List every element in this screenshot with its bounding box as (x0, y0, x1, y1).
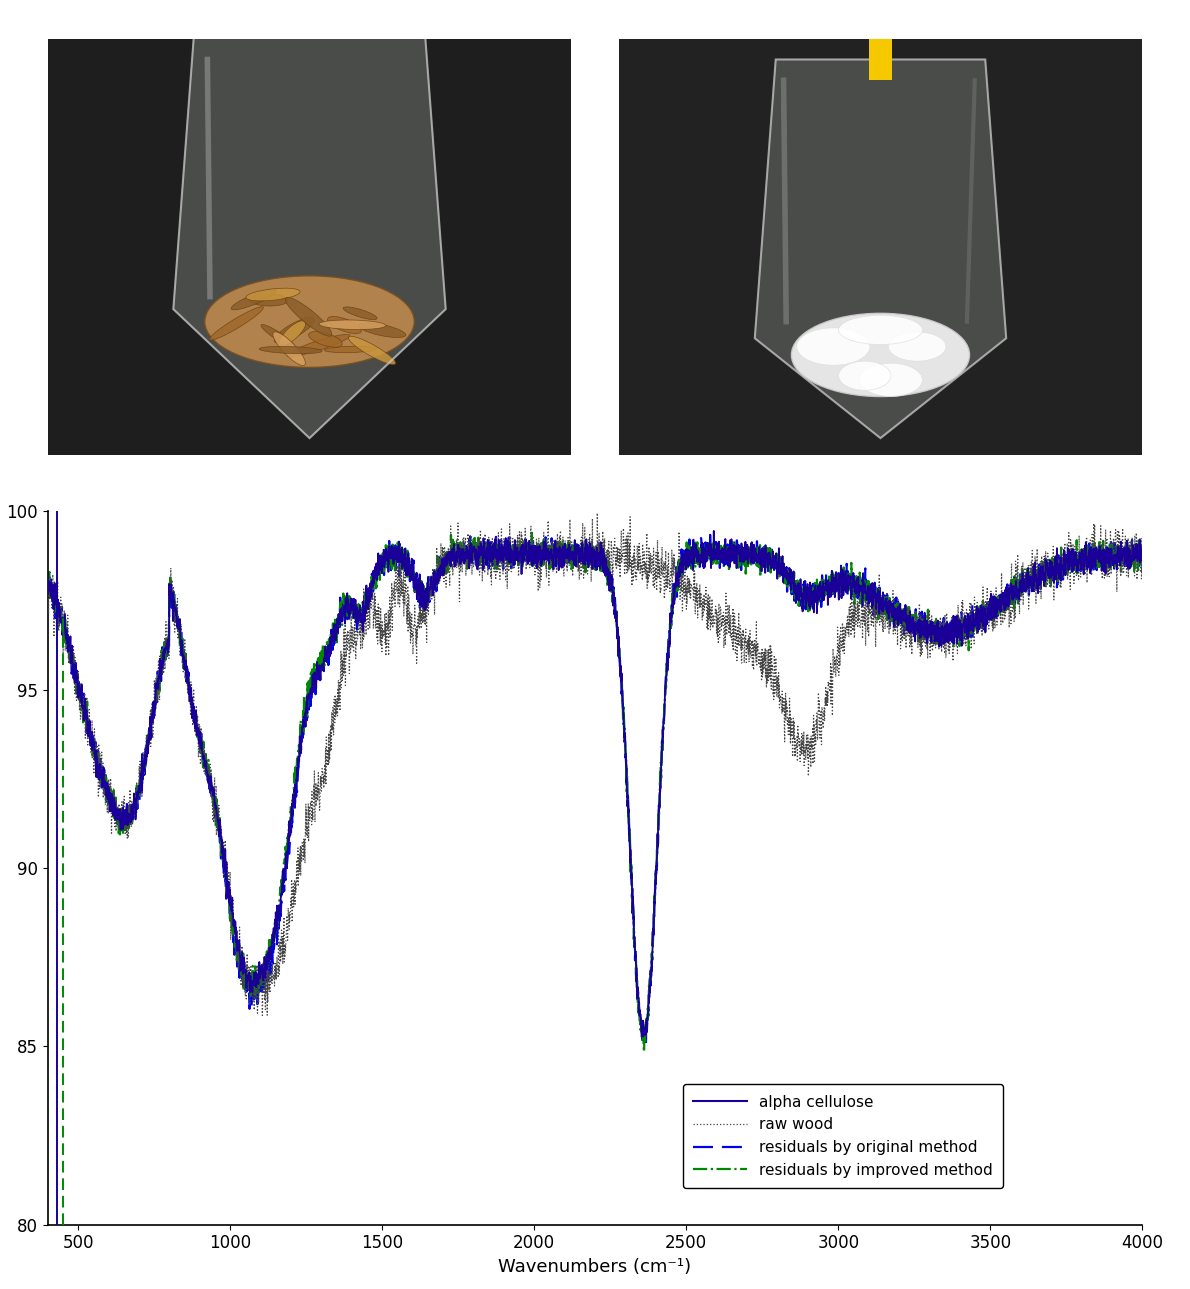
Ellipse shape (246, 289, 300, 300)
Ellipse shape (343, 307, 377, 320)
Ellipse shape (839, 361, 891, 391)
Ellipse shape (273, 331, 306, 366)
Polygon shape (174, 31, 446, 438)
Ellipse shape (358, 322, 406, 338)
Polygon shape (754, 59, 1007, 438)
X-axis label: Wavenumbers (cm⁻¹): Wavenumbers (cm⁻¹) (499, 1258, 691, 1276)
Ellipse shape (261, 325, 295, 348)
Ellipse shape (274, 317, 314, 343)
Bar (869, 31, 892, 80)
Ellipse shape (327, 317, 362, 334)
Ellipse shape (796, 327, 870, 365)
Ellipse shape (287, 334, 350, 357)
Ellipse shape (249, 294, 288, 305)
Ellipse shape (324, 347, 377, 353)
Legend: alpha cellulose, raw wood, residuals by original method, residuals by improved m: alpha cellulose, raw wood, residuals by … (683, 1084, 1003, 1188)
Ellipse shape (889, 333, 946, 361)
Ellipse shape (280, 321, 306, 345)
Ellipse shape (859, 363, 922, 397)
Ellipse shape (209, 307, 263, 340)
Ellipse shape (791, 313, 970, 397)
Ellipse shape (839, 316, 922, 344)
Ellipse shape (308, 331, 343, 347)
Ellipse shape (349, 336, 395, 365)
Ellipse shape (231, 289, 276, 309)
Ellipse shape (319, 320, 386, 330)
Ellipse shape (259, 347, 322, 353)
Ellipse shape (286, 298, 332, 336)
Ellipse shape (205, 276, 414, 367)
